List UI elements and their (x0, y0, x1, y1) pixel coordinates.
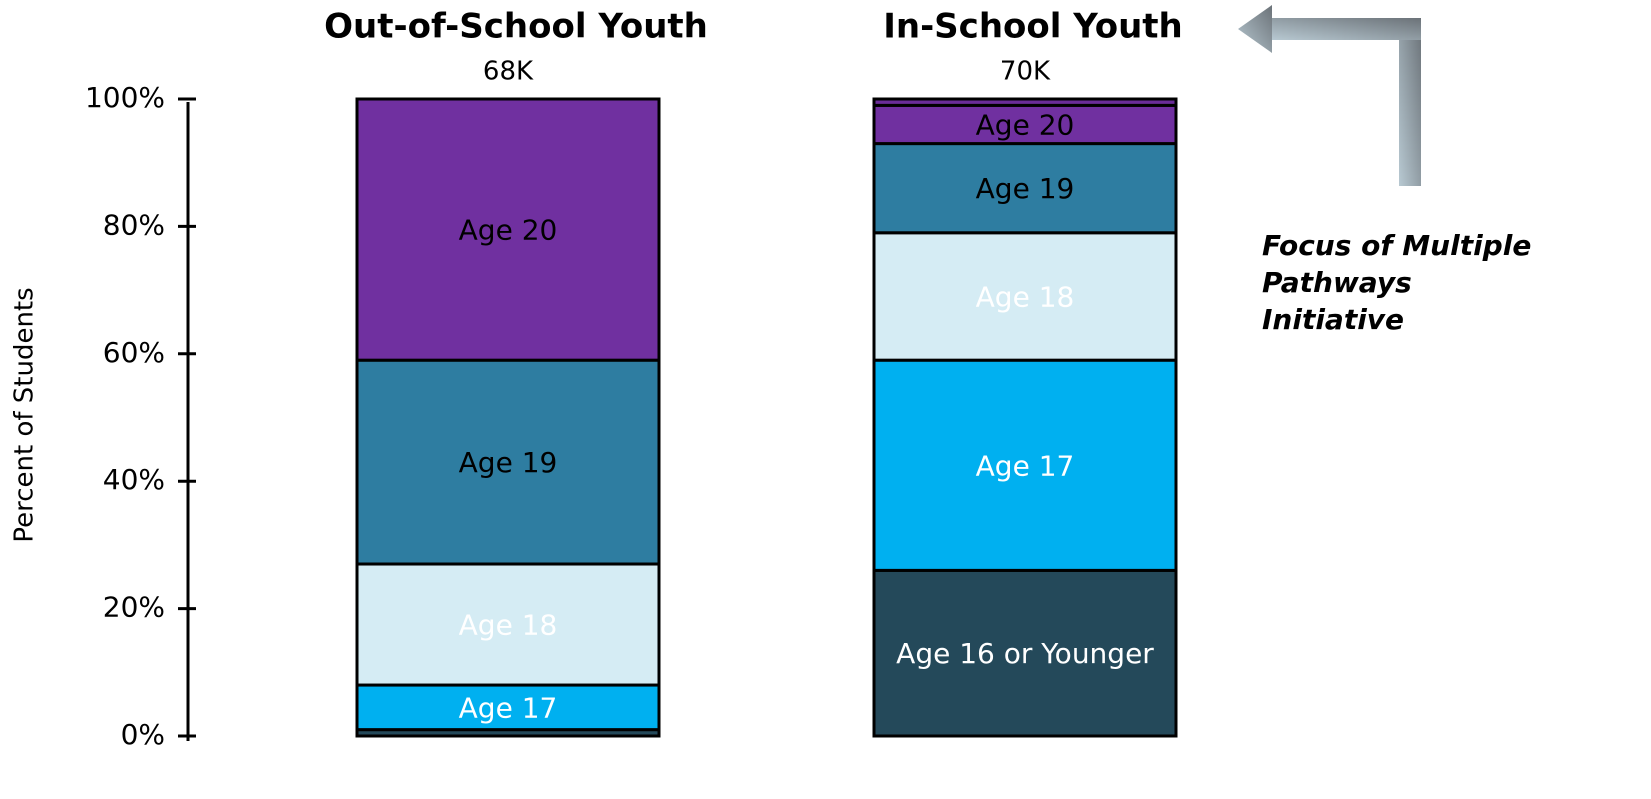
segment-label: Age 18 (459, 609, 558, 642)
annotation: Initiative (1262, 303, 1404, 336)
segment-label: Age 17 (459, 691, 558, 724)
segment-label: Age 18 (976, 280, 1075, 313)
y-tick-label: 60% (103, 336, 165, 369)
focus-arrow (1238, 5, 1421, 186)
segment-label: Age 20 (976, 108, 1075, 141)
annotation: Pathways (1262, 266, 1412, 299)
bar-segment (872, 358, 1178, 572)
segment-label: Age 17 (976, 449, 1075, 482)
bar-segment (355, 562, 661, 687)
category-title: In-School Youth (883, 7, 1183, 47)
bar-segment (872, 142, 1178, 235)
category-title: Out-of-School Youth (324, 7, 708, 47)
annotation: Focus of Multiple (1262, 229, 1531, 262)
bar-segment (355, 97, 661, 362)
bar-segment (872, 103, 1178, 146)
bar-segment (872, 231, 1178, 362)
bar-segment (872, 568, 1178, 738)
total-label: 70K (1000, 57, 1051, 87)
segment-label: Age 19 (976, 172, 1075, 205)
y-tick-label: 80% (103, 208, 165, 241)
bar-segment (872, 97, 1178, 107)
y-tick-label: 40% (103, 463, 165, 496)
y-axis-label: Percent of Students (10, 287, 40, 542)
segment-label: Age 16 or Younger (896, 637, 1154, 670)
total-label: 68K (483, 57, 534, 87)
segment-label: Age 20 (459, 214, 558, 247)
y-tick-label: 20% (103, 591, 165, 624)
y-tick-label: 0% (121, 718, 165, 751)
segment-label: Age 19 (459, 446, 558, 479)
bar-segment (355, 358, 661, 566)
y-tick-label: 100% (85, 81, 165, 114)
